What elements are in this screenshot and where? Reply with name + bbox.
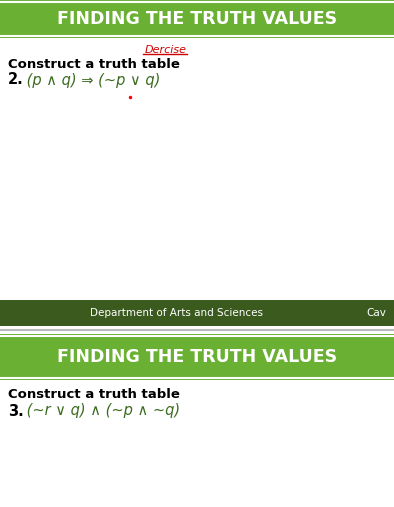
Text: (∼r ∨ q) ∧ (∼p ∧ ∼q): (∼r ∨ q) ∧ (∼p ∧ ∼q)	[22, 404, 180, 418]
Text: FINDING THE TRUTH VALUES: FINDING THE TRUTH VALUES	[57, 348, 337, 366]
FancyBboxPatch shape	[0, 300, 394, 326]
Text: (p ∧ q) ⇒ (∼p ∨ q): (p ∧ q) ⇒ (∼p ∨ q)	[22, 73, 160, 88]
Text: 2.: 2.	[8, 73, 24, 88]
Text: Department of Arts and Sciences: Department of Arts and Sciences	[91, 308, 264, 318]
Text: Construct a truth table: Construct a truth table	[8, 57, 180, 70]
Text: Cav: Cav	[366, 308, 386, 318]
Text: Construct a truth table: Construct a truth table	[8, 388, 180, 402]
FancyBboxPatch shape	[0, 0, 394, 300]
FancyBboxPatch shape	[0, 334, 394, 380]
FancyBboxPatch shape	[0, 334, 394, 507]
Text: FINDING THE TRUTH VALUES: FINDING THE TRUTH VALUES	[57, 10, 337, 28]
FancyBboxPatch shape	[0, 0, 394, 38]
Text: 3.: 3.	[8, 404, 24, 418]
Text: Dercise: Dercise	[145, 45, 186, 55]
